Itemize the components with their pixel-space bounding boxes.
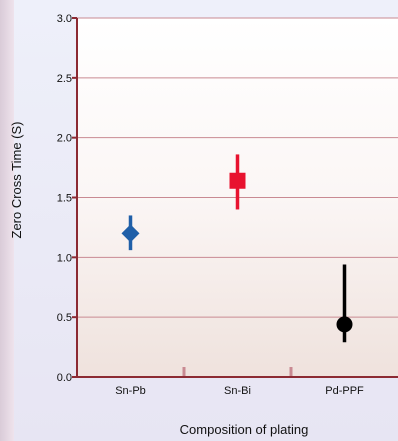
y-tick-label: 1.5 — [57, 193, 72, 205]
y-tick-label: 0.5 — [57, 312, 72, 324]
x-axis-ticks: Sn-Pb Sn-Bi Pd-PPF — [115, 367, 364, 397]
y-tick-label: 0.0 — [57, 372, 72, 384]
data-marks — [121, 154, 353, 343]
x-tick-label: Pd-PPF — [325, 385, 364, 397]
data-point-diamond — [121, 224, 140, 243]
y-tick-label: 1.0 — [57, 252, 72, 264]
y-axis-ticks: 0.0 0.5 1.0 1.5 2.0 2.5 3.0 — [57, 13, 77, 384]
y-axis-title: Zero Cross Time (S) — [9, 121, 24, 238]
x-tick-label: Sn-Bi — [224, 385, 251, 397]
y-tick-label: 2.0 — [57, 133, 72, 145]
x-tick-label: Sn-Pb — [115, 385, 146, 397]
y-tick-label: 2.5 — [57, 73, 72, 85]
data-point-square — [229, 172, 246, 189]
y-tick-label: 3.0 — [57, 13, 72, 25]
left-border-strip — [0, 0, 14, 441]
x-axis-title: Composition of plating — [180, 422, 309, 437]
data-point-circle — [336, 316, 353, 333]
